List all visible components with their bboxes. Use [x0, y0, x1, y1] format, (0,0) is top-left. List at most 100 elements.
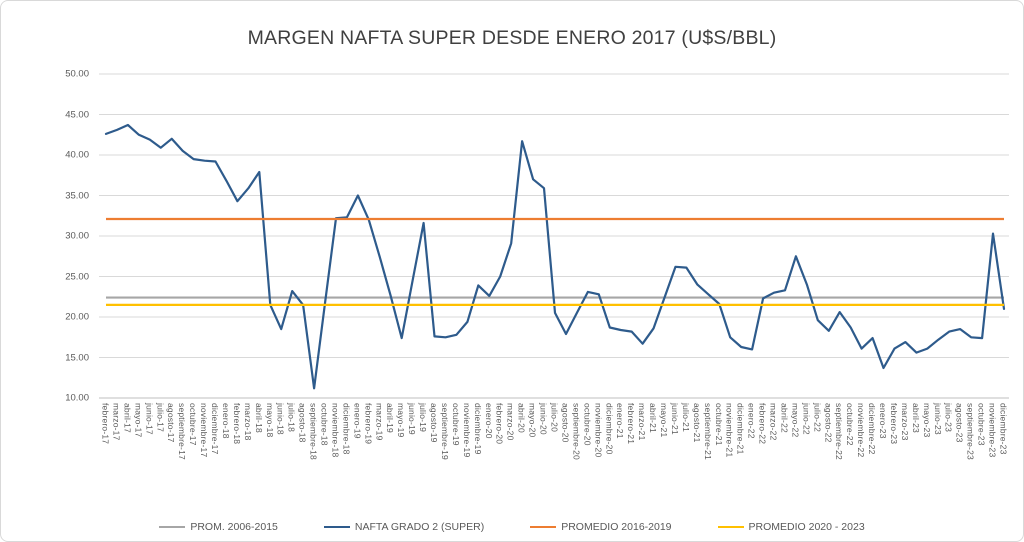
x-tick-label: septiembre-17 [177, 403, 188, 460]
legend-item-prom-2006-2015: PROM. 2006-2015 [159, 521, 278, 533]
x-tick-label: noviembre-19 [461, 403, 472, 458]
legend-item-promedio-2020-2023: PROMEDIO 2020 - 2023 [717, 521, 865, 533]
x-tick-label: agosto-19 [429, 403, 440, 443]
x-tick-label: julio-22 [812, 403, 823, 433]
x-tick-label: septiembre-18 [308, 403, 319, 460]
legend: PROM. 2006-2015 NAFTA GRADO 2 (SUPER) PR… [1, 521, 1023, 533]
legend-label: NAFTA GRADO 2 (SUPER) [354, 521, 485, 533]
y-tick-label: 35.00 [65, 190, 89, 201]
x-tick-label: junio-23 [932, 403, 943, 435]
x-tick-label: agosto-17 [166, 403, 177, 443]
x-tick-label: mayo-19 [396, 403, 407, 438]
x-tick-label: julio-21 [680, 403, 691, 433]
x-tick-label: abril-18 [253, 403, 264, 433]
x-tick-label: febrero-21 [626, 403, 637, 445]
x-tick-label: septiembre-20 [571, 403, 582, 460]
x-tick-label: diciembre-17 [210, 403, 220, 455]
x-tick-label: agosto-23 [954, 403, 965, 443]
x-tick-label: enero-19 [352, 403, 363, 439]
x-tick-label: diciembre-18 [341, 403, 352, 455]
x-tick-label: abril-23 [910, 403, 921, 433]
x-tick-label: mayo-21 [659, 403, 669, 438]
x-tick-label: abril-19 [385, 403, 396, 433]
x-tick-label: marzo-19 [374, 403, 385, 441]
x-tick-label: septiembre-19 [439, 403, 450, 460]
x-tick-label: octubre-20 [582, 403, 593, 446]
legend-item-promedio-2016-2019: PROMEDIO 2016-2019 [530, 521, 672, 533]
legend-label: PROM. 2006-2015 [190, 521, 278, 533]
x-tick-label: octubre-19 [450, 403, 461, 446]
yellow-line-swatch-icon [717, 526, 744, 528]
x-tick-label: junio-22 [801, 403, 812, 435]
x-tick-label: mayo-17 [133, 403, 144, 438]
x-tick-label: marzo-22 [768, 403, 779, 441]
y-tick-label: 40.00 [65, 149, 89, 161]
x-tick-label: julio-17 [155, 403, 166, 433]
x-tick-label: julio-18 [286, 403, 297, 433]
x-tick-label: septiembre-22 [834, 403, 845, 460]
x-tick-label: octubre-22 [845, 403, 856, 446]
x-tick-label: diciembre-21 [735, 403, 746, 455]
gray-line-swatch-icon [159, 526, 186, 528]
x-tick-label: mayo-23 [921, 403, 932, 438]
x-tick-label: noviembre-17 [199, 403, 210, 458]
legend-label: PROMEDIO 2016-2019 [561, 521, 672, 533]
x-tick-label: noviembre-20 [593, 403, 604, 458]
y-tick-label: 45.00 [65, 109, 89, 120]
x-tick-label: marzo-20 [505, 403, 516, 441]
y-tick-label: 30.00 [65, 230, 89, 242]
x-tick-label: octubre-17 [188, 403, 199, 446]
x-tick-label: enero-22 [746, 403, 757, 439]
x-tick-label: julio-19 [418, 403, 429, 433]
x-tick-label: diciembre-22 [867, 403, 878, 455]
x-tick-label: agosto-20 [560, 403, 571, 443]
x-tick-label: noviembre-22 [856, 403, 867, 458]
x-tick-label: junio-19 [407, 403, 418, 435]
y-tick-label: 25.00 [65, 271, 89, 282]
y-tick-label: 20.00 [65, 311, 89, 323]
x-tick-label: mayo-20 [527, 403, 538, 438]
x-tick-label: abril-21 [648, 403, 659, 433]
x-tick-label: octubre-18 [319, 403, 330, 446]
x-tick-label: junio-21 [669, 403, 680, 435]
x-tick-label: abril-17 [122, 403, 133, 433]
legend-item-nafta-grado-2: NAFTA GRADO 2 (SUPER) [323, 521, 485, 533]
x-tick-label: noviembre-23 [987, 403, 998, 458]
x-tick-label: noviembre-21 [724, 403, 735, 458]
orange-line-swatch-icon [530, 526, 557, 528]
x-tick-label: julio-23 [943, 403, 954, 433]
x-tick-label: abril-20 [516, 403, 527, 433]
x-tick-label: enero-18 [220, 403, 231, 439]
x-tick-label: diciembre-20 [604, 403, 615, 455]
y-tick-label: 10.00 [65, 392, 89, 404]
x-tick-label: noviembre-18 [330, 403, 341, 458]
x-tick-label: septiembre-21 [702, 403, 713, 460]
x-tick-label: enero-21 [615, 403, 626, 439]
x-tick-label: octubre-21 [713, 403, 724, 446]
y-tick-label: 50.00 [65, 68, 89, 80]
x-tick-label: julio-20 [549, 403, 560, 433]
x-tick-label: agosto-18 [297, 403, 308, 443]
x-tick-label: marzo-23 [899, 403, 910, 441]
x-tick-label: mayo-22 [790, 403, 801, 438]
x-tick-label: marzo-17 [111, 403, 122, 441]
y-tick-label: 15.00 [65, 352, 89, 363]
x-tick-label: diciembre-19 [472, 403, 483, 455]
x-tick-label: agosto-22 [823, 403, 834, 443]
legend-label: PROMEDIO 2020 - 2023 [748, 521, 865, 533]
x-tick-label: febrero-22 [757, 403, 768, 445]
x-tick-label: junio-17 [144, 403, 155, 435]
blue-line-swatch-icon [323, 526, 350, 528]
x-tick-label: abril-22 [779, 403, 790, 433]
x-tick-label: marzo-18 [242, 403, 253, 441]
x-tick-label: febrero-20 [494, 403, 505, 445]
x-tick-label: enero-23 [878, 403, 889, 439]
x-tick-label: febrero-23 [888, 403, 899, 445]
x-tick-label: mayo-18 [264, 403, 275, 438]
x-tick-label: junio-20 [538, 403, 549, 435]
x-tick-label: diciembre-23 [998, 403, 1009, 455]
x-tick-label: septiembre-23 [965, 403, 976, 460]
x-tick-label: enero-20 [483, 403, 494, 439]
